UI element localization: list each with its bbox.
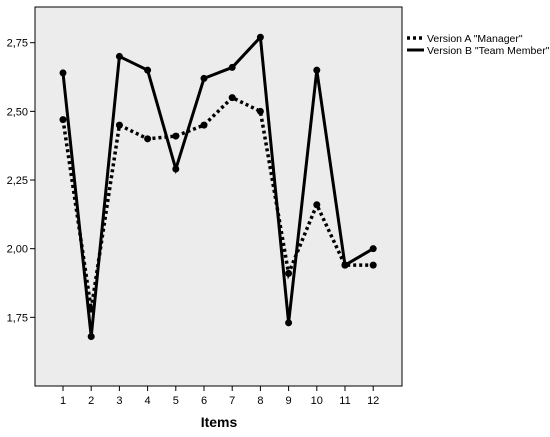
data-point [200, 74, 208, 82]
x-tick-label: 7 [229, 395, 235, 407]
data-point [59, 116, 67, 124]
data-point [144, 135, 152, 143]
x-tick-label: 6 [201, 395, 207, 407]
data-point [172, 165, 180, 173]
series-line-version-b [61, 33, 374, 337]
x-tick-label: 3 [116, 395, 122, 407]
series-layer [59, 33, 377, 341]
data-point [256, 33, 264, 41]
y-tick-label: 2,25 [7, 175, 28, 187]
data-point [144, 66, 152, 74]
series-line-version-a [61, 95, 374, 310]
x-tick-label: 1 [60, 395, 66, 407]
y-tick-label: 2,00 [7, 244, 28, 256]
data-point [341, 261, 349, 269]
x-tick-label: 11 [339, 395, 350, 407]
x-tick-label: 2 [88, 395, 94, 407]
data-point [59, 69, 67, 77]
data-point [285, 319, 293, 327]
y-tick-label: 2,50 [7, 106, 28, 118]
x-tick-label: 10 [311, 395, 323, 407]
data-point [369, 245, 377, 253]
y-axis: 1,75 2,00 2,25 2,50 2,75 [7, 38, 35, 324]
x-tick-label: 12 [367, 395, 379, 407]
x-tick-label: 9 [286, 395, 292, 407]
data-point [313, 201, 321, 209]
y-tick-label: 1,75 [7, 312, 28, 324]
legend-label: Version A "Manager" [427, 33, 523, 45]
data-point [369, 261, 377, 269]
x-tick-label: 4 [145, 395, 151, 407]
legend: Version A "Manager"Version B "Team Membe… [407, 33, 550, 57]
x-tick-label: 8 [257, 395, 263, 407]
data-point [200, 121, 208, 129]
x-axis: 1 2 3 4 5 6 7 8 9 10 11 12 [60, 386, 379, 407]
data-point [228, 63, 236, 71]
data-point [313, 66, 321, 74]
y-tick-label: 2,75 [7, 38, 28, 50]
legend-label: Version B "Team Member" [427, 45, 550, 57]
x-axis-title: Items [201, 414, 238, 430]
data-point [115, 52, 123, 60]
data-point [256, 107, 264, 115]
data-point [172, 132, 180, 140]
data-point [285, 269, 293, 277]
data-point [87, 333, 95, 341]
plot-area [34, 6, 403, 387]
data-point [115, 121, 123, 129]
data-point [228, 94, 236, 102]
x-tick-label: 5 [173, 395, 179, 407]
